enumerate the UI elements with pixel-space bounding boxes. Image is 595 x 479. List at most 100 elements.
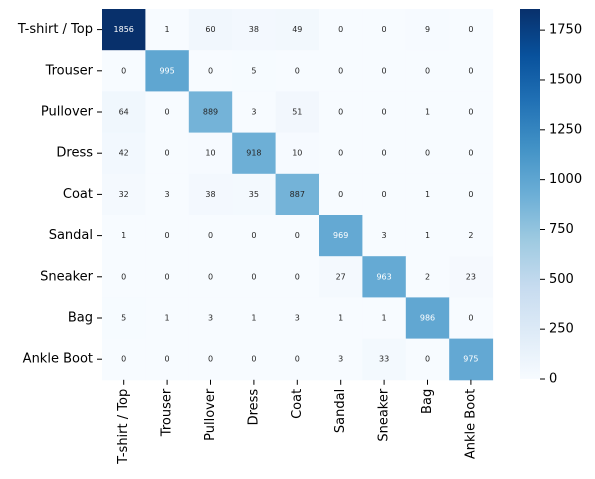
heatmap-cell (362, 9, 407, 51)
cell-value-label: 0 (382, 149, 387, 158)
heatmap-cell (145, 338, 190, 381)
cell-value-label: 38 (249, 25, 259, 34)
cell-value-label: 38 (205, 190, 215, 199)
cell-value-label: 0 (295, 66, 300, 75)
cell-value-label: 0 (382, 108, 387, 117)
heatmap-cell (145, 215, 190, 257)
cell-value-label: 995 (159, 66, 174, 75)
colorbar-tick-label: 0 (549, 372, 557, 387)
cell-value-label: 0 (468, 190, 473, 199)
cell-value-label: 0 (468, 314, 473, 323)
cell-value-label: 0 (382, 66, 387, 75)
cell-value-label: 0 (468, 66, 473, 75)
heatmap-cell (319, 132, 363, 175)
colorbar-tick-label: 750 (549, 222, 574, 237)
heatmap-cell (232, 132, 277, 175)
heatmap-cell (145, 132, 190, 175)
x-tick-label: Sneaker (377, 388, 392, 442)
cell-value-label: 2 (425, 272, 430, 281)
cell-value-label: 889 (203, 108, 218, 117)
heatmap-cell (319, 338, 363, 381)
cell-value-label: 975 (463, 355, 478, 364)
heatmap-cell (449, 256, 494, 298)
heatmap-cell (188, 256, 233, 298)
heatmap-cell (449, 9, 494, 51)
heatmap-cell (102, 297, 146, 340)
cell-value-label: 1 (165, 25, 170, 34)
heatmap-cell (405, 132, 450, 175)
y-tick-label: Dress (56, 146, 93, 161)
cell-value-label: 33 (379, 355, 389, 364)
y-tick-label: Bag (68, 311, 93, 326)
heatmap-cell (188, 91, 233, 134)
cell-value-label: 0 (338, 149, 343, 158)
cell-value-label: 963 (376, 272, 391, 281)
cell-value-label: 1 (425, 231, 430, 240)
heatmap-cell (102, 256, 146, 298)
cell-value-label: 969 (333, 231, 348, 240)
y-tick-label: Trouser (45, 63, 94, 78)
x-tick-label: Trouser (160, 388, 175, 437)
x-tick-label: Bag (420, 389, 435, 414)
cell-value-label: 3 (208, 314, 213, 323)
heatmap-cell (232, 215, 277, 257)
heatmap-cell (145, 50, 190, 92)
heatmap-cell (405, 91, 450, 134)
heatmap-cell (275, 9, 320, 51)
heatmap-cell (102, 91, 146, 134)
cell-value-label: 32 (119, 190, 129, 199)
cell-value-label: 0 (468, 108, 473, 117)
colorbar-tick-label: 1500 (549, 72, 582, 87)
cell-value-label: 1 (251, 314, 256, 323)
heatmap-cell (275, 91, 320, 134)
heatmap-cell (405, 215, 450, 257)
heatmap-cell (145, 297, 190, 340)
heatmap-cell (145, 256, 190, 298)
heatmap-cell (232, 50, 277, 92)
cell-value-label: 35 (249, 190, 259, 199)
cell-value-label: 60 (205, 25, 215, 34)
x-tick-label: T-shirt / Top (116, 389, 131, 465)
x-tick-label: Ankle Boot (463, 389, 478, 459)
heatmap-cell (362, 91, 407, 134)
cell-value-label: 0 (338, 190, 343, 199)
heatmap-cell (405, 256, 450, 298)
heatmap-cell (145, 173, 190, 216)
cell-value-label: 0 (338, 108, 343, 117)
y-tick-label: Sandal (49, 228, 93, 243)
cell-value-label: 0 (121, 272, 126, 281)
cell-value-label: 1856 (114, 25, 134, 34)
cell-value-label: 3 (382, 231, 387, 240)
cell-value-label: 42 (119, 149, 129, 158)
colorbar-gradient (520, 9, 540, 379)
cell-value-label: 887 (290, 190, 305, 199)
heatmap-cell (319, 256, 363, 298)
heatmap-cell (319, 9, 363, 51)
x-tick-label: Coat (290, 389, 305, 419)
cell-value-label: 0 (208, 272, 213, 281)
heatmap-cell (102, 338, 146, 381)
heatmap-cell (319, 297, 363, 340)
cell-value-label: 23 (466, 272, 476, 281)
colorbar-tick-label: 1250 (549, 122, 582, 137)
heatmap-cell (319, 215, 363, 257)
cell-value-label: 0 (121, 355, 126, 364)
heatmap-cell (362, 256, 407, 298)
cell-value-label: 0 (295, 231, 300, 240)
cell-value-label: 0 (338, 66, 343, 75)
heatmap-cell (232, 256, 277, 298)
heatmap-cell (102, 9, 146, 51)
heatmap-cell (275, 256, 320, 298)
heatmap-cell (449, 338, 494, 381)
heatmap-cell (232, 297, 277, 340)
cell-value-label: 49 (292, 25, 302, 34)
heatmap-cell (275, 173, 320, 216)
cell-value-label: 5 (121, 314, 126, 323)
heatmap-cell (188, 132, 233, 175)
y-tick-label: T-shirt / Top (17, 22, 93, 37)
heatmap-cell (188, 173, 233, 216)
heatmap-cell (232, 9, 277, 51)
cell-value-label: 27 (336, 272, 346, 281)
heatmap-cell (319, 173, 363, 216)
